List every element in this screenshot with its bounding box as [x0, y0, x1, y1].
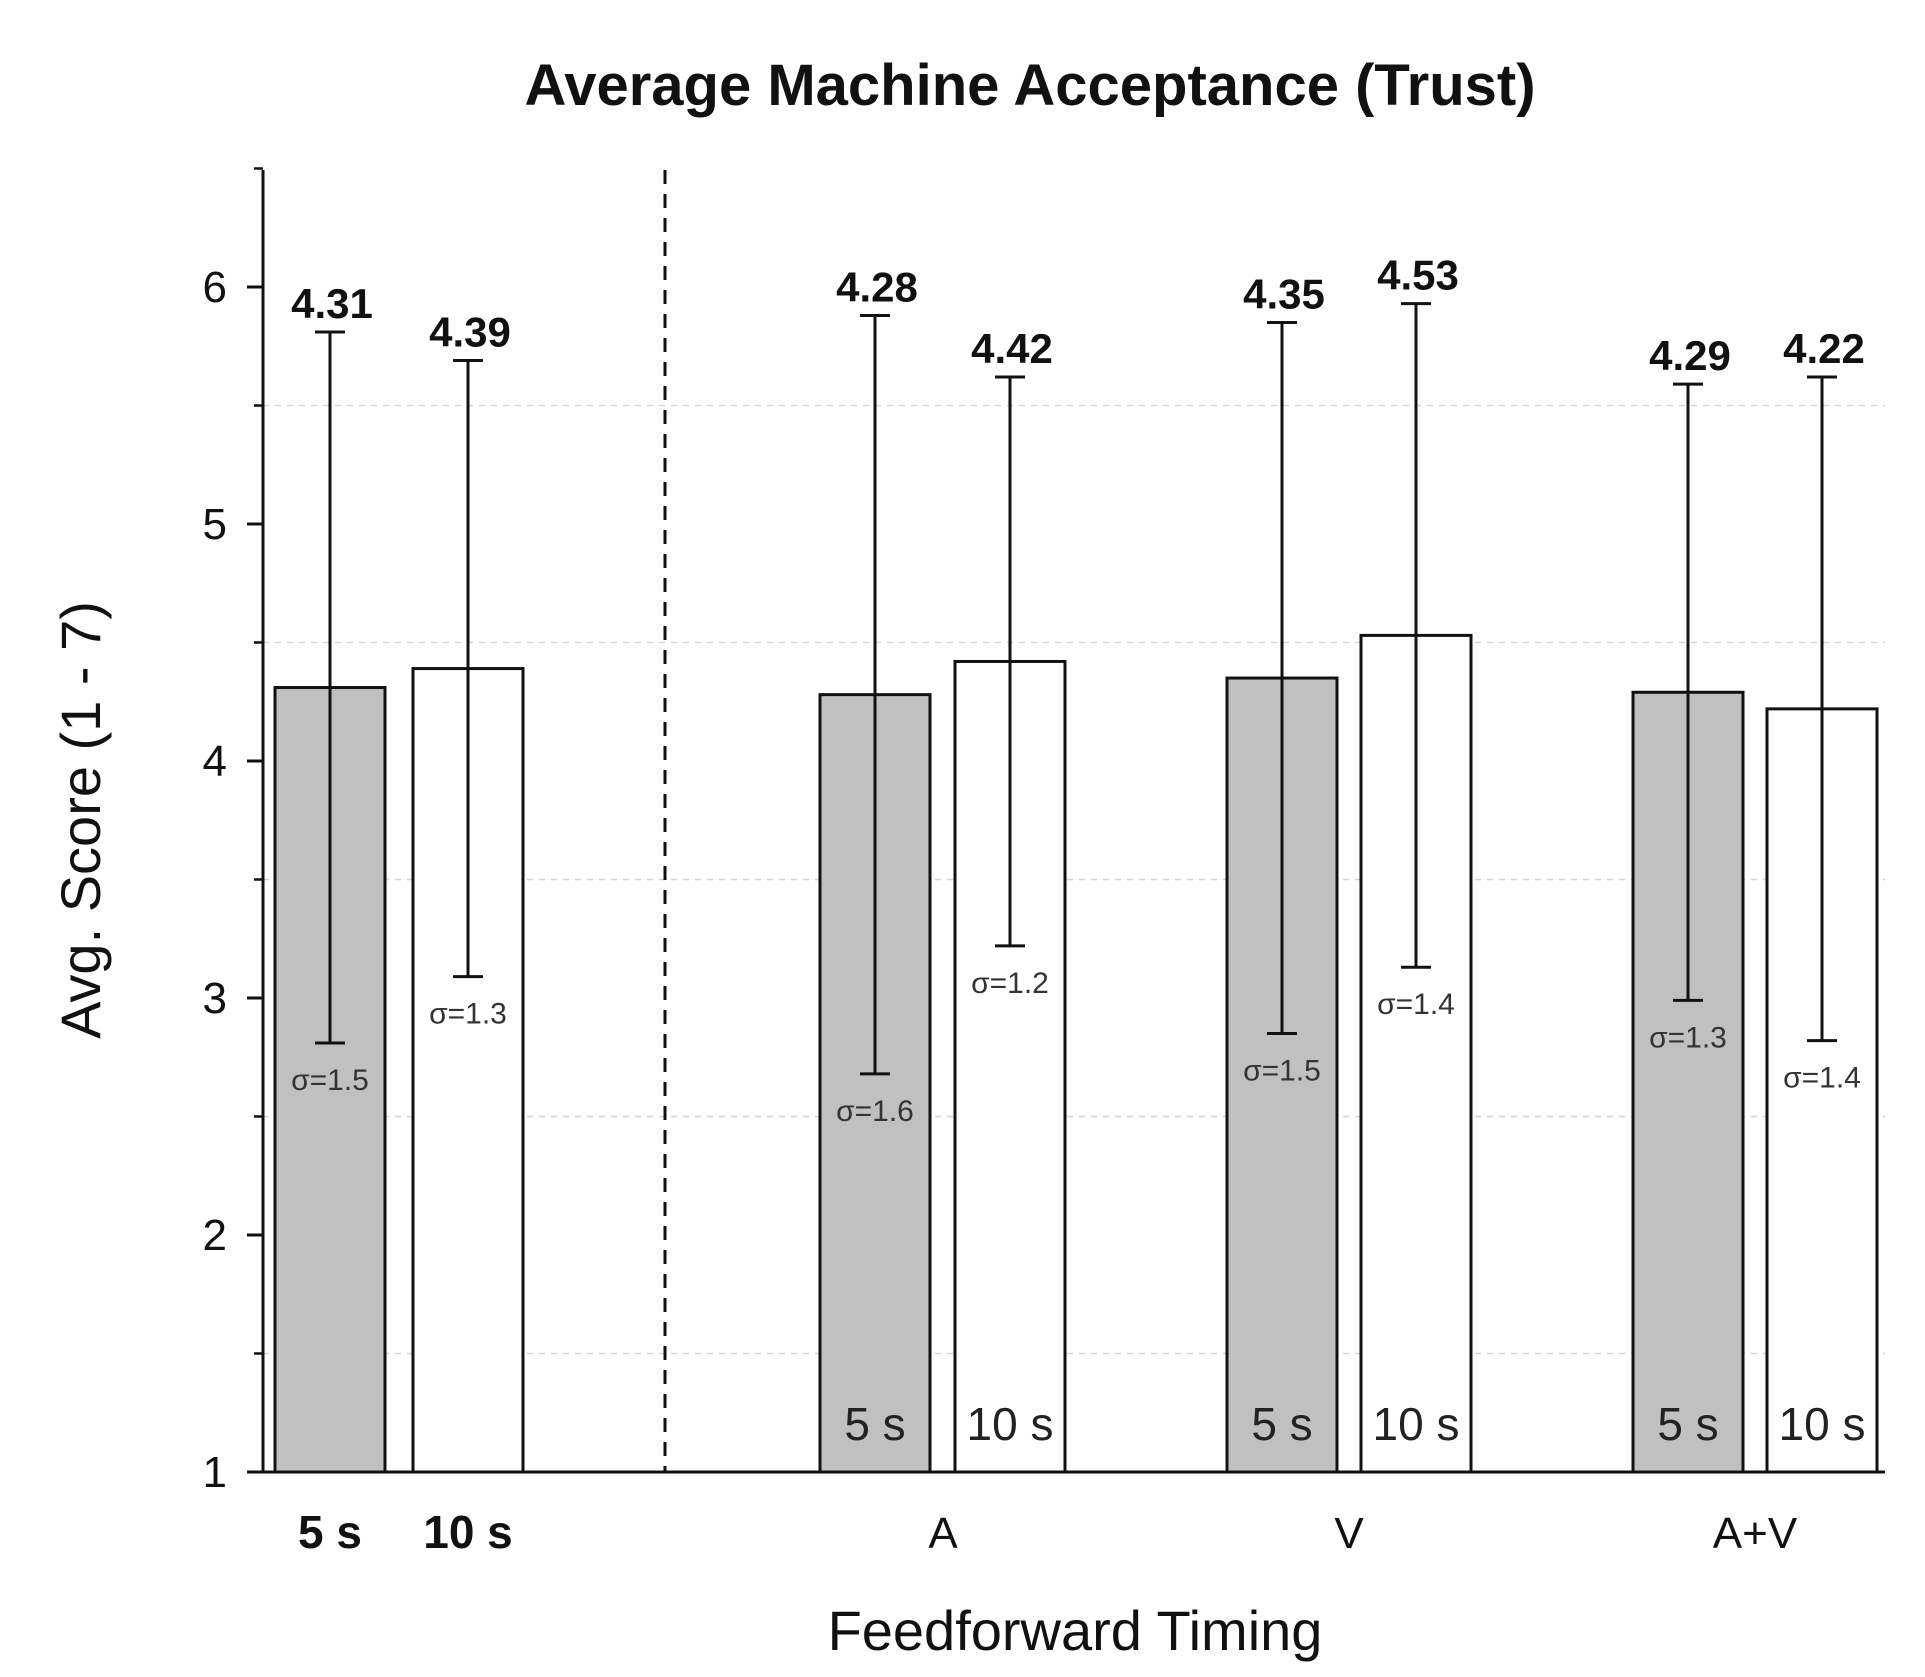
sd-label: σ=1.4 — [1783, 1062, 1861, 1095]
x-category-label: A — [928, 1509, 958, 1558]
sd-label: σ=1.5 — [1243, 1055, 1321, 1088]
bar-group-2: 4.28 σ=1.6 5 s — [818, 263, 932, 1474]
x-axis-label: Feedforward Timing — [828, 1599, 1323, 1662]
value-label: 4.53 — [1377, 252, 1459, 299]
sd-label: σ=1.3 — [429, 998, 507, 1031]
value-label: 4.42 — [971, 325, 1053, 372]
bar-group-0: 4.31 σ=1.5 — [273, 280, 387, 1474]
value-label: 4.31 — [291, 280, 373, 327]
sd-label: σ=1.6 — [836, 1095, 914, 1128]
y-tick-label: 1 — [203, 1448, 227, 1497]
sd-label: σ=1.4 — [1377, 988, 1455, 1021]
sd-label: σ=1.2 — [971, 967, 1049, 1000]
y-tick-label: 4 — [203, 737, 227, 786]
y-tick-label: 3 — [203, 974, 227, 1023]
y-tick-label: 5 — [203, 500, 227, 549]
value-label: 4.39 — [429, 308, 511, 355]
value-label: 4.35 — [1243, 271, 1325, 318]
in-bar-timing-label: 5 s — [1657, 1398, 1718, 1450]
in-bar-timing-label: 10 s — [1779, 1398, 1866, 1450]
sd-label: σ=1.3 — [1649, 1021, 1727, 1054]
bar-group-5: 4.53 σ=1.4 10 s — [1359, 252, 1473, 1474]
in-bar-timing-label: 5 s — [844, 1398, 905, 1450]
x-category-label: 5 s — [298, 1506, 362, 1558]
bar-group-1: 4.39 σ=1.3 — [411, 308, 525, 1474]
y-ticks: 1 2 3 4 5 6 — [203, 167, 263, 1497]
chart-title: Average Machine Acceptance (Trust) — [524, 53, 1535, 118]
in-bar-timing-label: 10 s — [967, 1398, 1054, 1450]
bar-group-4: 4.35 σ=1.5 5 s — [1225, 271, 1339, 1474]
value-label: 4.28 — [836, 263, 918, 310]
sd-label: σ=1.5 — [291, 1064, 369, 1097]
x-category-label: A+V — [1713, 1509, 1798, 1558]
bar-group-6: 4.29 σ=1.3 5 s — [1631, 332, 1745, 1474]
x-category-label: 10 s — [423, 1506, 513, 1558]
y-tick-label: 2 — [203, 1211, 227, 1260]
y-tick-label: 6 — [203, 263, 227, 312]
x-category-label: V — [1334, 1509, 1364, 1558]
bars: 4.31 σ=1.5 4.39 σ=1.3 4.28 σ=1.6 5 s 4.42 σ=1.2 1… — [273, 252, 1879, 1474]
axes — [261, 170, 1885, 1474]
x-category-labels: 5 s 10 s A V A+V — [298, 1506, 1798, 1558]
bar-group-3: 4.42 σ=1.2 10 s — [953, 325, 1067, 1474]
value-label: 4.22 — [1783, 325, 1865, 372]
bar-group-7: 4.22 σ=1.4 10 s — [1765, 325, 1879, 1474]
in-bar-timing-label: 10 s — [1373, 1398, 1460, 1450]
y-axis-label: Avg. Score (1 - 7) — [49, 601, 112, 1039]
in-bar-timing-label: 5 s — [1251, 1398, 1312, 1450]
value-label: 4.29 — [1649, 332, 1731, 379]
